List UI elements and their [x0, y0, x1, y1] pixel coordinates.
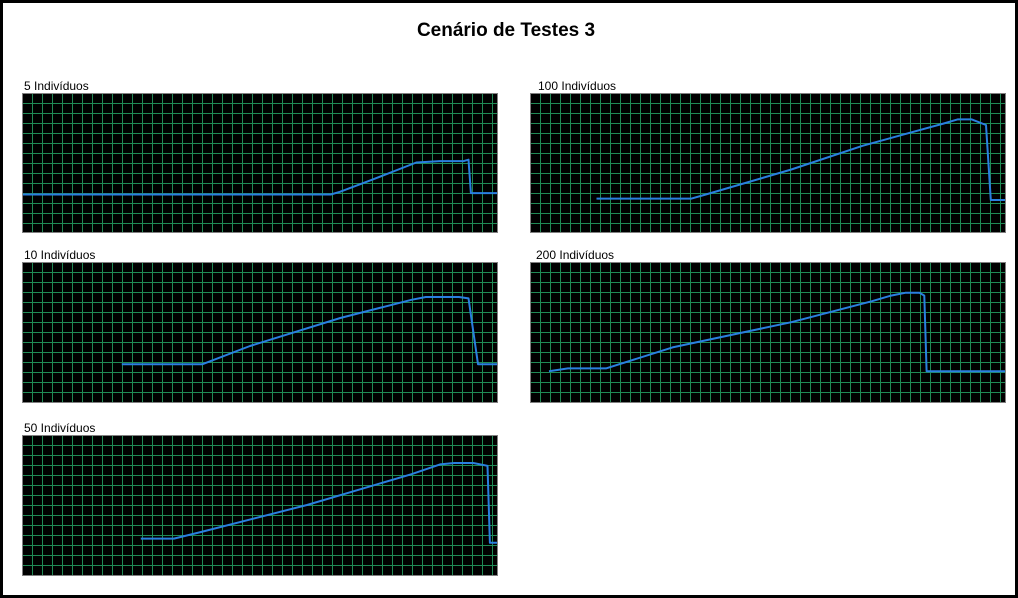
- chart-title: 50 Indivíduos: [24, 421, 96, 435]
- chart-svg-50: [22, 435, 498, 576]
- series-line-0: [140, 462, 497, 544]
- chart-title: 5 Indivíduos: [24, 79, 89, 93]
- chart-border: [22, 262, 498, 403]
- chart-border: [530, 262, 1006, 403]
- series-line-0: [596, 118, 1005, 201]
- series-line-0: [22, 158, 497, 196]
- chart-grid: [530, 262, 1006, 403]
- chart-border: [22, 435, 498, 576]
- series-line-0: [548, 291, 1005, 373]
- chart-area: [530, 93, 1006, 233]
- chart-area: [22, 93, 498, 233]
- chart-svg-200: [530, 262, 1006, 403]
- chart-title: 200 Indivíduos: [536, 248, 615, 262]
- chart-border: [530, 93, 1006, 233]
- series-line-0: [121, 296, 497, 366]
- page-title: Cenário de Testes 3: [416, 20, 596, 41]
- chart-area: [22, 435, 498, 576]
- chart-title: 10 Indivíduos: [24, 248, 96, 262]
- chart-svg-10: [22, 262, 498, 403]
- chart-border: [22, 93, 498, 233]
- chart-grid: [22, 262, 498, 403]
- chart-grid: [22, 93, 498, 233]
- chart-svg-100: [530, 93, 1006, 233]
- chart-svg-5: [22, 93, 498, 233]
- chart-title: 100 Indivíduos: [538, 79, 617, 93]
- chart-area: [530, 262, 1006, 403]
- chart-grid: [530, 93, 1006, 233]
- chart-area: [22, 262, 498, 403]
